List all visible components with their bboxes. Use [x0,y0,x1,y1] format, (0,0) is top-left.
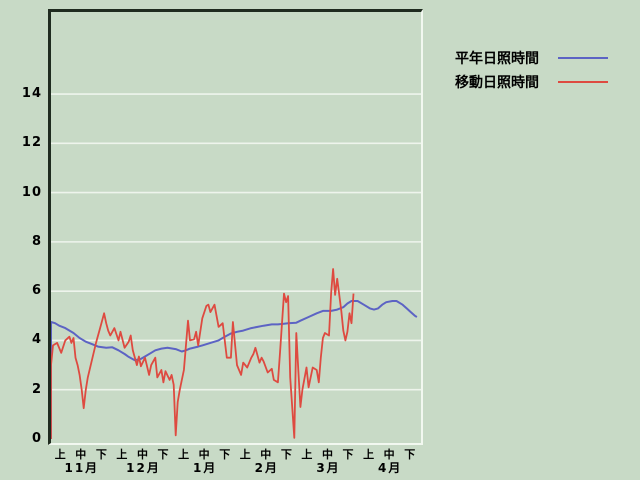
x-tick-label: 上 [178,448,190,461]
x-tick-label: 中 [198,448,210,461]
x-month-label: 2月 [254,461,280,475]
x-month-label: 1月 [192,461,218,475]
x-tick-label: 下 [404,448,416,461]
x-tick-label: 中 [260,448,272,461]
x-tick-label: 下 [342,448,354,461]
x-tick-label: 下 [219,448,231,461]
x-tick-label: 上 [116,448,128,461]
x-tick-label: 中 [136,448,148,461]
legend-label: 移動日照時間 [455,75,539,91]
x-tick-label: 中 [75,448,87,461]
plot-area [48,9,423,445]
legend-line-swatch [558,81,608,83]
y-tick-label: 0 [31,431,42,446]
x-tick-label: 下 [95,448,107,461]
x-month-label: 3月 [316,461,341,475]
legend-row: 移動日照時間 [455,70,608,94]
legend-line-swatch [558,57,608,59]
x-tick-label: 下 [280,448,292,461]
x-tick-label: 上 [54,448,66,461]
x-tick-label: 上 [239,448,251,461]
x-tick-label: 上 [363,448,375,461]
x-tick-label: 中 [383,448,395,461]
x-tick-label: 上 [301,448,313,461]
y-tick-label: 10 [21,184,42,200]
y-tick-label: 2 [31,381,42,397]
legend-row: 平年日照時間 [455,46,608,70]
y-tick-label: 12 [21,135,42,151]
moving-sunshine-line [51,268,355,439]
normal-sunshine-line [51,300,418,439]
y-tick-label: 14 [21,86,42,102]
legend: 平年日照時間 移動日照時間 [455,46,608,94]
y-tick-label: 4 [31,332,42,348]
legend-label: 平年日照時間 [455,51,539,67]
x-month-label: 12月 [126,461,161,475]
x-tick-label: 下 [157,448,169,461]
x-month-label: 11月 [64,461,100,475]
y-tick-label: 8 [31,233,42,249]
chart-canvas [51,93,421,439]
x-tick-label: 中 [321,448,333,461]
y-tick-label: 6 [31,283,42,299]
x-month-label: 4月 [377,461,403,475]
